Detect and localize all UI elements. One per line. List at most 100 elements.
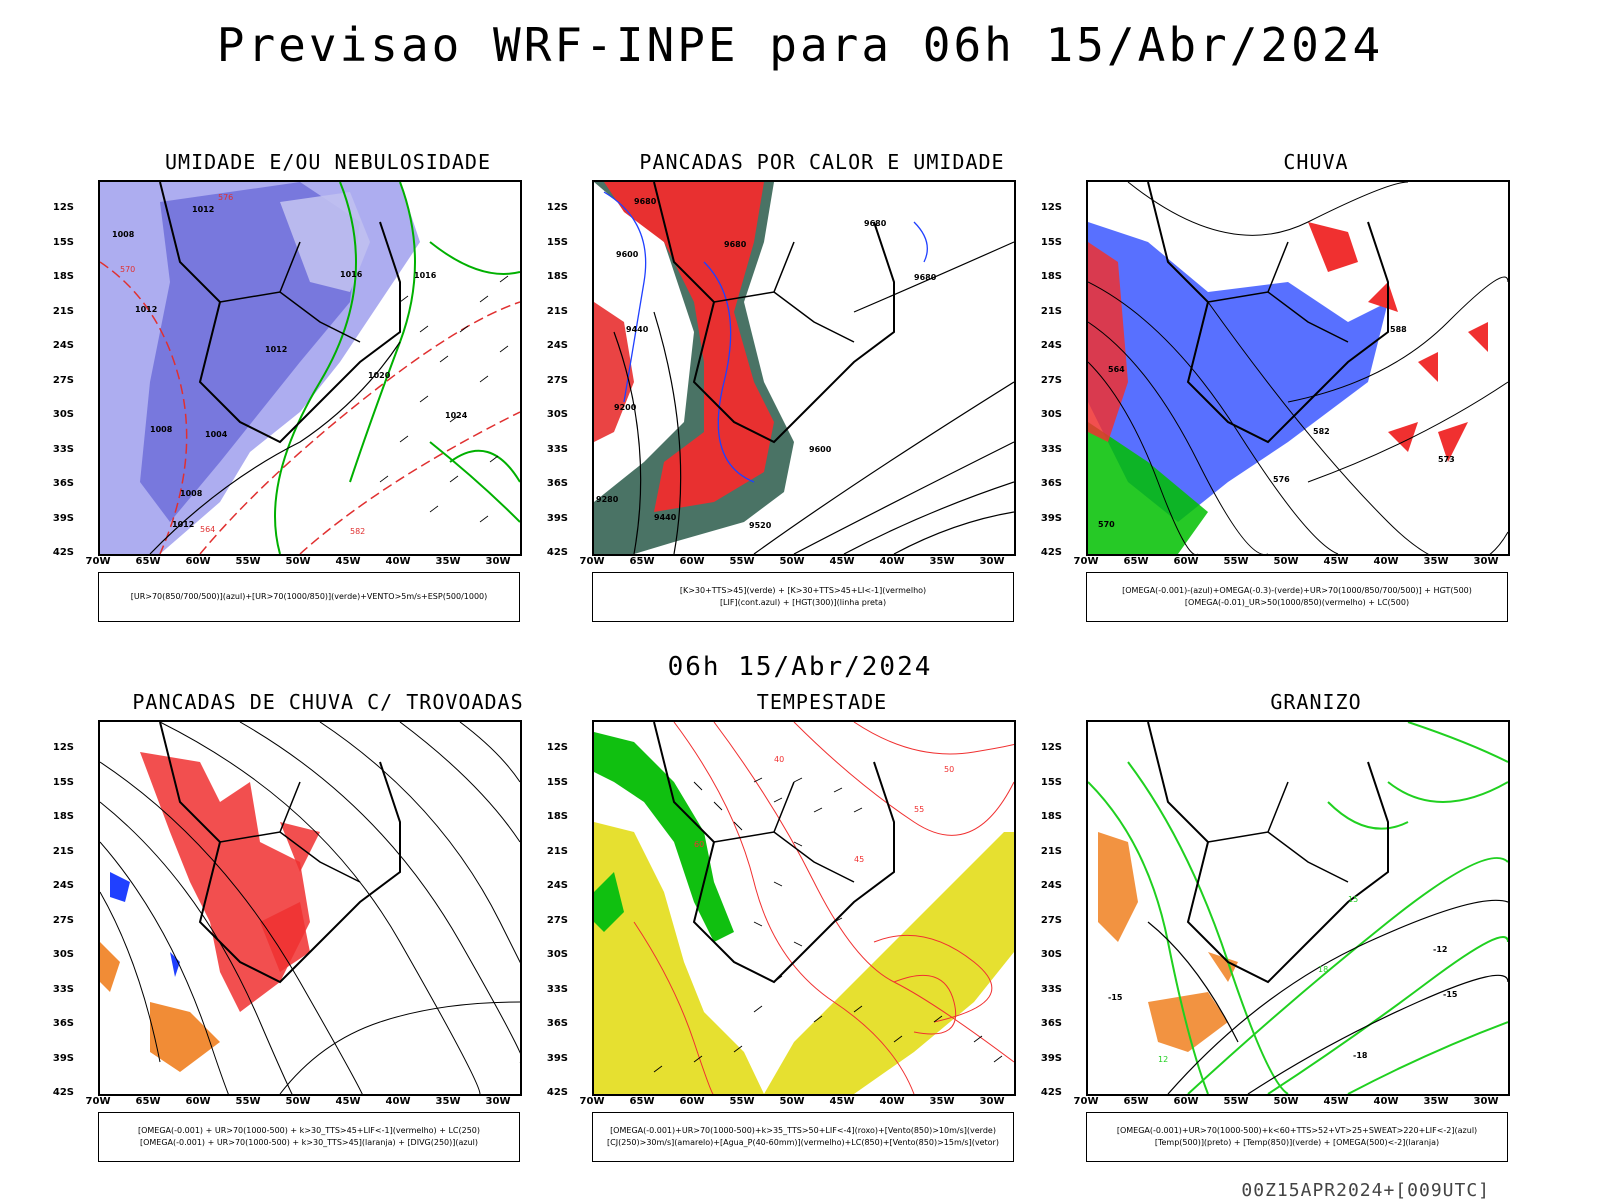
lon-label: 30W <box>485 556 511 567</box>
map-svg: 1012 1008 1012 1012 1016 1016 1020 1024 … <box>100 182 520 554</box>
map-svg: -12 -15 -18 -15 15 18 12 <box>1088 722 1508 1094</box>
lon-label: 60W <box>185 1096 211 1107</box>
lat-label: 15S <box>546 777 568 788</box>
legend-line: [OMEGA(-0.001) + UR>70(1000-500) + k>30_… <box>137 1126 481 1135</box>
hgt-label: 9600 <box>616 250 639 259</box>
lat-label: 42S <box>52 1087 74 1098</box>
isobar-label: 1008 <box>180 489 203 498</box>
isobar-label: 1008 <box>112 230 135 239</box>
panel-title: CHUVA <box>1283 150 1349 174</box>
temp-label: -18 <box>1353 1051 1368 1060</box>
panel-tempestade: TEMPESTADE 40 50 60 45 <box>547 690 1072 1180</box>
lat-label: 30S <box>546 949 568 960</box>
lon-label: 50W <box>779 1096 805 1107</box>
hgt-label: 582 <box>1313 427 1330 436</box>
lat-label: 15S <box>1040 237 1062 248</box>
isobar-label: 1012 <box>265 345 287 354</box>
lat-label: 24S <box>1040 880 1062 891</box>
water-label: 45 <box>854 855 864 864</box>
isobar-label: 1012 <box>192 205 214 214</box>
forecast-time-subtitle: 06h 15/Abr/2024 <box>667 652 933 682</box>
hgt-label: 588 <box>1390 325 1407 334</box>
isobar-label: 1020 <box>368 371 391 380</box>
lat-label: 30S <box>52 949 74 960</box>
panel-legend: [OMEGA(-0.001) + UR>70(1000-500) + k>30_… <box>98 1112 520 1162</box>
legend-line: [CJ(250)>30m/s](amarelo)+[Agua_P(40-60mm… <box>607 1138 999 1147</box>
lat-label: 21S <box>52 306 74 317</box>
lat-label: 30S <box>1040 409 1062 420</box>
isobar-label: 1024 <box>445 411 468 420</box>
lon-label: 45W <box>335 1096 361 1107</box>
lat-label: 18S <box>1040 271 1062 282</box>
lon-label: 40W <box>879 1096 905 1107</box>
panel-title: TEMPESTADE <box>756 690 888 714</box>
lat-label: 21S <box>546 846 568 857</box>
map-calor-umidade: 9680 9680 9600 9440 9200 9280 9440 9520 … <box>592 180 1016 556</box>
lon-label: 40W <box>385 1096 411 1107</box>
lon-label: 30W <box>485 1096 511 1107</box>
lat-label: 12S <box>52 202 74 213</box>
lat-label: 27S <box>1040 375 1062 386</box>
isobar-label: 1008 <box>150 425 173 434</box>
lon-label: 35W <box>1423 556 1449 567</box>
lon-label: 55W <box>235 1096 261 1107</box>
lat-label: 15S <box>1040 777 1062 788</box>
lat-label: 33S <box>546 984 568 995</box>
lon-label: 40W <box>1373 1096 1399 1107</box>
thickness-label: 582 <box>350 527 365 536</box>
lat-label: 24S <box>546 340 568 351</box>
lon-label: 65W <box>629 556 655 567</box>
hgt-label: 573 <box>1438 455 1455 464</box>
lon-label: 35W <box>929 1096 955 1107</box>
lat-label: 18S <box>52 811 74 822</box>
lat-label: 24S <box>1040 340 1062 351</box>
legend-line: [LIF](cont.azul) + [HGT(300)](linha pret… <box>719 598 887 607</box>
lat-label: 30S <box>52 409 74 420</box>
lon-label: 30W <box>1473 1096 1499 1107</box>
lon-label: 35W <box>435 1096 461 1107</box>
thickness-label: 570 <box>120 265 135 274</box>
lon-label: 45W <box>1323 1096 1349 1107</box>
legend-line: [OMEGA(-0.001)+UR>70(1000-500)+k>35_TTS>… <box>610 1126 996 1135</box>
lon-label: 55W <box>729 1096 755 1107</box>
panel-legend: [UR>70(850/700/500)](azul)+[UR>70(1000/8… <box>98 572 520 622</box>
lat-label: 27S <box>546 915 568 926</box>
panel-title: PANCADAS DE CHUVA C/ TROVOADAS <box>132 690 524 714</box>
isobar-label: 1004 <box>205 430 228 439</box>
lat-label: 15S <box>52 237 74 248</box>
lat-label: 21S <box>1040 306 1062 317</box>
map-umidade: 1012 1008 1012 1012 1016 1016 1020 1024 … <box>98 180 522 556</box>
panel-title: UMIDADE E/OU NEBULOSIDADE <box>164 150 492 174</box>
panel-chuva: CHUVA 588 582 576 573 564 570 12S 15S <box>1041 150 1566 640</box>
lat-label: 12S <box>1040 742 1062 753</box>
water-label: 60 <box>694 840 704 849</box>
lat-label: 36S <box>546 478 568 489</box>
lat-label: 21S <box>546 306 568 317</box>
lon-label: 50W <box>779 556 805 567</box>
panel-trovoadas: PANCADAS DE CHUVA C/ TROVOADAS <box>53 690 578 1180</box>
temp-label: 15 <box>1348 895 1358 904</box>
map-tempestade: 40 50 60 45 55 <box>592 720 1016 1096</box>
run-stamp: 00Z15APR2024+[009UTC] <box>1241 1180 1490 1201</box>
hgt-label: 570 <box>1098 520 1115 529</box>
legend-line: [OMEGA(-0.001)+UR>70(1000-500)+k<60+TTS>… <box>1116 1126 1478 1135</box>
lon-label: 70W <box>579 556 605 567</box>
lat-label: 30S <box>546 409 568 420</box>
lon-label: 70W <box>1073 1096 1099 1107</box>
lon-label: 60W <box>1173 556 1199 567</box>
lon-label: 35W <box>929 556 955 567</box>
isobar-label: 1016 <box>414 271 437 280</box>
lon-label: 65W <box>135 556 161 567</box>
lon-label: 30W <box>979 1096 1005 1107</box>
map-chuva: 588 582 576 573 564 570 <box>1086 180 1510 556</box>
map-svg <box>100 722 520 1094</box>
hgt-label: 9440 <box>654 513 677 522</box>
lat-label: 15S <box>546 237 568 248</box>
lat-label: 33S <box>546 444 568 455</box>
thickness-label: 576 <box>218 193 233 202</box>
lat-label: 30S <box>1040 949 1062 960</box>
lat-label: 42S <box>1040 547 1062 558</box>
water-label: 50 <box>944 765 954 774</box>
lat-label: 18S <box>1040 811 1062 822</box>
lat-label: 36S <box>52 478 74 489</box>
